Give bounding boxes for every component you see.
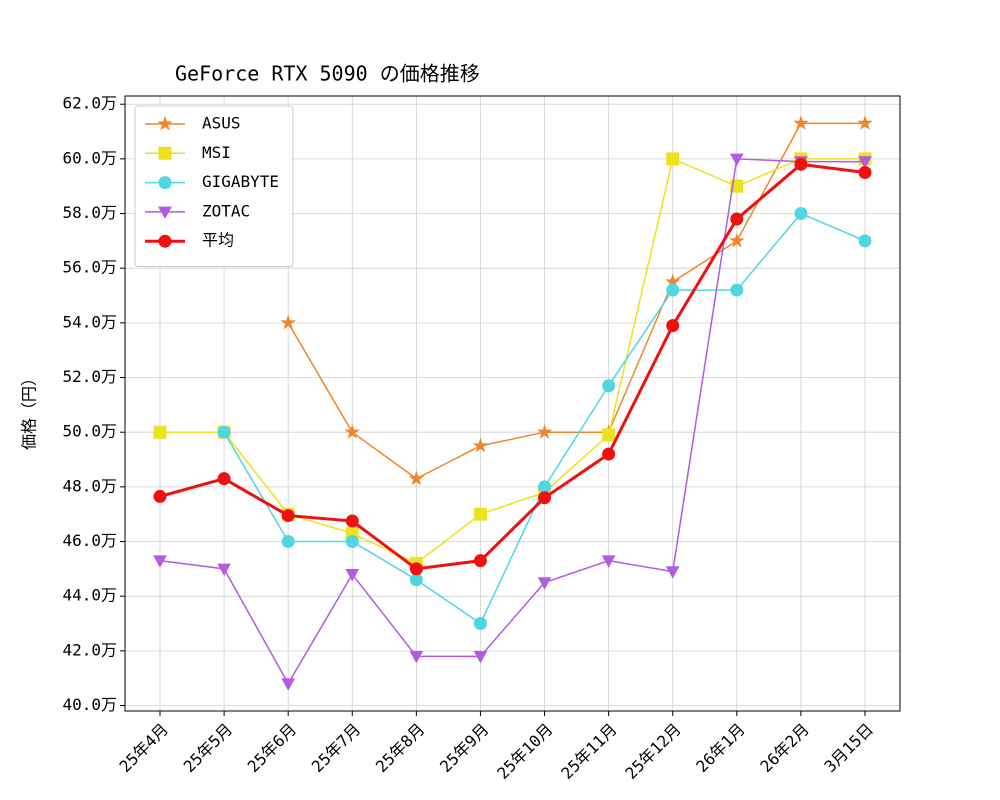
marker	[538, 491, 552, 505]
y-tick-label: 44.0万	[62, 586, 117, 605]
marker	[601, 555, 616, 568]
legend-label: ASUS	[202, 114, 241, 133]
marker	[666, 283, 680, 297]
y-tick-label: 58.0万	[62, 203, 117, 222]
marker	[665, 566, 680, 579]
marker	[157, 115, 173, 131]
marker	[794, 207, 808, 221]
marker	[794, 157, 808, 171]
marker	[666, 152, 680, 166]
marker	[158, 234, 172, 248]
series-line	[287, 122, 865, 480]
marker	[280, 314, 296, 330]
legend-label: MSI	[202, 143, 231, 162]
plot-frame	[124, 95, 901, 712]
marker	[857, 115, 873, 130]
y-axis-label: 価格（円）	[20, 370, 39, 450]
marker	[858, 234, 872, 248]
marker	[409, 573, 423, 587]
marker	[409, 562, 423, 576]
marker	[153, 425, 167, 439]
marker	[281, 509, 295, 523]
marker	[281, 535, 295, 549]
marker	[217, 425, 231, 439]
marker	[666, 319, 680, 333]
legend-label: 平均	[202, 231, 234, 250]
marker	[153, 489, 167, 503]
y-tick-label: 40.0万	[62, 695, 117, 714]
legend-label: ZOTAC	[202, 201, 250, 220]
marker	[217, 472, 231, 486]
marker	[538, 480, 552, 494]
y-tick-label: 52.0万	[62, 367, 117, 386]
marker	[730, 212, 744, 226]
marker	[473, 617, 487, 631]
marker	[730, 283, 744, 297]
marker	[473, 554, 487, 568]
marker	[153, 555, 167, 568]
marker	[345, 535, 359, 549]
marker	[858, 156, 872, 169]
marker	[536, 423, 553, 439]
marker	[158, 206, 172, 219]
series-line	[160, 157, 865, 565]
marker	[281, 678, 296, 691]
y-tick-label: 54.0万	[62, 312, 117, 331]
series-line	[159, 158, 865, 686]
marker	[217, 563, 231, 576]
marker	[473, 507, 487, 521]
marker	[158, 176, 172, 190]
y-tick-label: 50.0万	[62, 422, 117, 441]
y-tick-label: 46.0万	[62, 531, 117, 550]
series-line	[159, 162, 866, 571]
y-tick-label: 62.0万	[62, 94, 117, 113]
legend-box	[134, 105, 294, 267]
marker	[473, 651, 488, 664]
y-tick-label: 56.0万	[62, 258, 117, 277]
y-tick-label: 48.0万	[62, 476, 117, 495]
marker	[730, 179, 744, 193]
marker	[602, 428, 616, 442]
chart-title: GeForce RTX 5090 の価格推移	[175, 62, 480, 86]
marker	[729, 232, 745, 248]
marker	[472, 437, 489, 453]
marker	[602, 447, 616, 461]
marker	[729, 153, 744, 166]
marker	[408, 470, 425, 486]
marker	[793, 115, 809, 130]
legend-label: GIGABYTE	[202, 172, 279, 191]
marker	[345, 514, 359, 528]
y-tick-label: 60.0万	[62, 148, 117, 167]
marker	[345, 569, 360, 582]
marker	[158, 146, 172, 160]
marker	[344, 423, 361, 439]
marker	[858, 166, 872, 180]
y-tick-label: 42.0万	[62, 640, 117, 659]
marker	[537, 577, 552, 590]
marker	[409, 651, 424, 664]
marker	[602, 379, 616, 393]
